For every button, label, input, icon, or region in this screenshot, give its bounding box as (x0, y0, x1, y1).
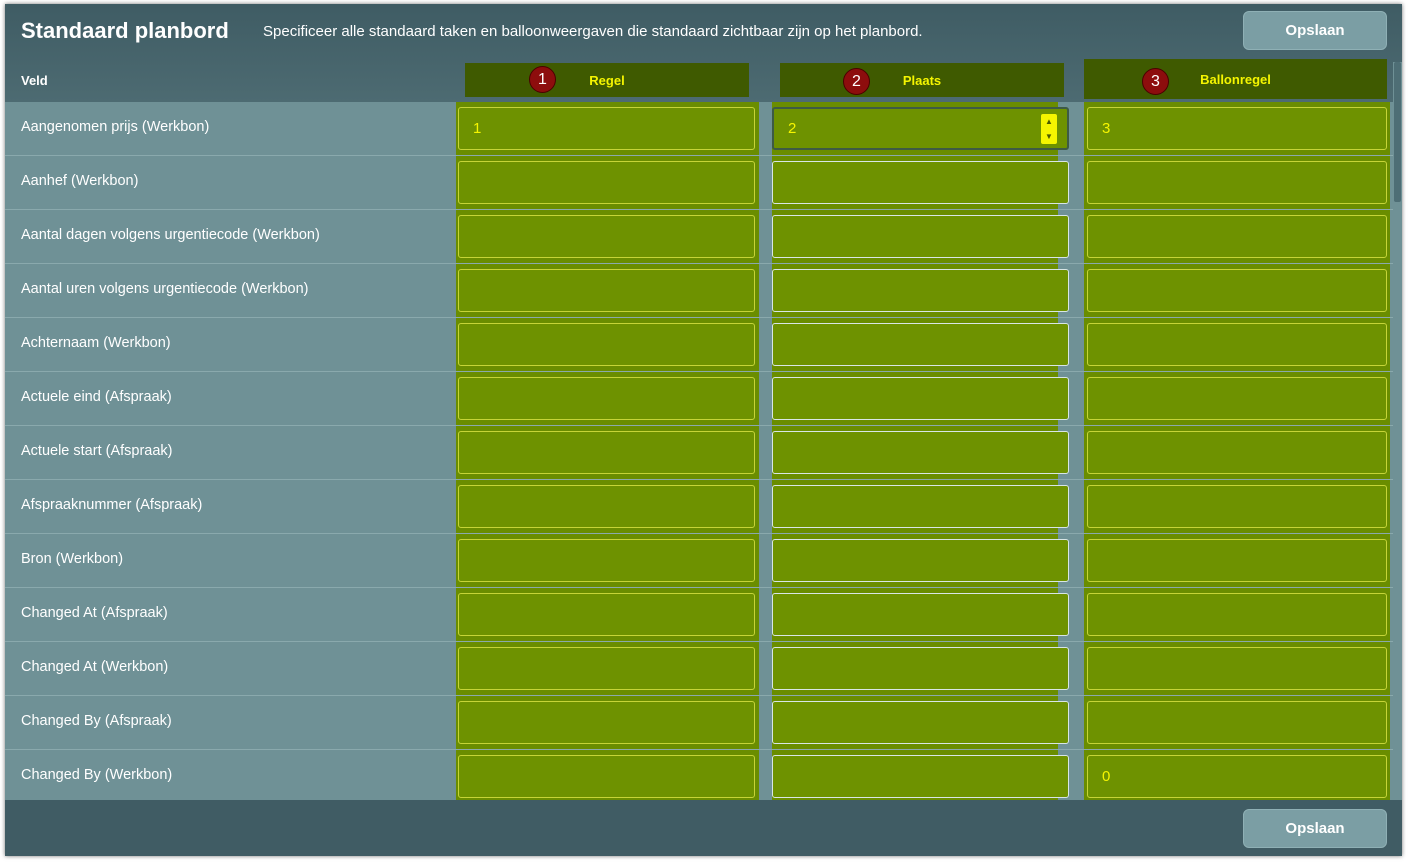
vertical-scrollbar[interactable] (1393, 62, 1402, 800)
up-down-spinner-icon[interactable]: ▲ ▼ (1041, 114, 1057, 144)
table-row: Achternaam (Werkbon) (5, 318, 1393, 372)
field-column-header: Veld (21, 73, 48, 88)
row-label: Aangenomen prijs (Werkbon) (21, 119, 210, 135)
scrollbar-thumb[interactable] (1394, 62, 1401, 202)
ballonregel-input[interactable] (1087, 431, 1387, 474)
plaats-input[interactable] (772, 485, 1069, 528)
regel-input[interactable] (458, 701, 755, 744)
table-row: Changed By (Werkbon) 0 (5, 750, 1393, 800)
row-label: Bron (Werkbon) (21, 551, 124, 567)
field-table: Aangenomen prijs (Werkbon) 1 2 ▲ ▼ 3 Aanh… (5, 102, 1402, 800)
ballonregel-input[interactable] (1087, 269, 1387, 312)
save-button-bottom[interactable]: Opslaan (1243, 809, 1387, 848)
ballonregel-input[interactable] (1087, 377, 1387, 420)
ballonregel-input[interactable] (1087, 539, 1387, 582)
row-label: Achternaam (Werkbon) (21, 335, 171, 351)
plaats-input[interactable] (772, 323, 1069, 366)
regel-input[interactable] (458, 755, 755, 798)
row-label: Aantal dagen volgens urgentiecode (Werkb… (21, 227, 320, 243)
table-row: Afspraaknummer (Afspraak) (5, 480, 1393, 534)
ballonregel-input[interactable] (1087, 323, 1387, 366)
table-row: Bron (Werkbon) (5, 534, 1393, 588)
regel-input[interactable] (458, 215, 755, 258)
table-row: Changed By (Afspraak) (5, 696, 1393, 750)
ballonregel-input[interactable] (1087, 161, 1387, 204)
regel-input[interactable] (458, 431, 755, 474)
regel-input[interactable] (458, 485, 755, 528)
column-header-label: Ballonregel (1200, 71, 1271, 87)
regel-input[interactable] (458, 647, 755, 690)
page-subtitle: Specificeer alle standaard taken en ball… (263, 23, 923, 40)
regel-input[interactable] (458, 539, 755, 582)
table-row: Actuele eind (Afspraak) (5, 372, 1393, 426)
column-header-plaats[interactable]: 2 Plaats (780, 63, 1064, 97)
ballonregel-input[interactable] (1087, 647, 1387, 690)
plaats-input[interactable] (772, 215, 1069, 258)
regel-input[interactable]: 1 (458, 107, 755, 150)
plaats-value: 2 (788, 120, 797, 137)
settings-window: Standaard planbord Specificeer alle stan… (5, 4, 1402, 856)
column-header-label: Plaats (902, 72, 942, 88)
page-title: Standaard planbord (21, 18, 229, 43)
ballonregel-input[interactable] (1087, 485, 1387, 528)
plaats-input[interactable] (772, 161, 1069, 204)
row-label: Changed At (Werkbon) (21, 659, 169, 675)
plaats-input[interactable] (772, 431, 1069, 474)
table-row: Changed At (Afspraak) (5, 588, 1393, 642)
plaats-input[interactable] (772, 269, 1069, 312)
row-label: Changed By (Afspraak) (21, 713, 172, 729)
column-header-regel[interactable]: 1 Regel (465, 63, 749, 97)
plaats-input[interactable] (772, 701, 1069, 744)
table-row: Actuele start (Afspraak) (5, 426, 1393, 480)
column-number-badge: 3 (1142, 68, 1169, 95)
plaats-input[interactable] (772, 755, 1069, 798)
plaats-input[interactable]: 2 ▲ ▼ (772, 107, 1069, 150)
column-header-label: Regel (589, 72, 625, 88)
row-label: Changed At (Afspraak) (21, 605, 168, 621)
ballonregel-input[interactable] (1087, 701, 1387, 744)
row-label: Changed By (Werkbon) (21, 767, 173, 783)
regel-input[interactable] (458, 269, 755, 312)
regel-input[interactable] (458, 377, 755, 420)
row-label: Actuele eind (Afspraak) (21, 389, 172, 405)
table-row: Aantal dagen volgens urgentiecode (Werkb… (5, 210, 1393, 264)
row-label: Aantal uren volgens urgentiecode (Werkbo… (21, 281, 309, 297)
row-label: Afspraaknummer (Afspraak) (21, 497, 203, 513)
table-row: Aantal uren volgens urgentiecode (Werkbo… (5, 264, 1393, 318)
plaats-input[interactable] (772, 647, 1069, 690)
regel-input[interactable] (458, 593, 755, 636)
ballonregel-input[interactable] (1087, 215, 1387, 258)
plaats-input[interactable] (772, 593, 1069, 636)
column-number-badge: 2 (843, 68, 870, 95)
regel-input[interactable] (458, 161, 755, 204)
row-label: Aanhef (Werkbon) (21, 173, 139, 189)
ballonregel-input[interactable] (1087, 593, 1387, 636)
column-header-ballonregel[interactable]: 3 Ballonregel (1084, 59, 1387, 99)
column-number-badge: 1 (529, 66, 556, 93)
plaats-input[interactable] (772, 377, 1069, 420)
save-button-top[interactable]: Opslaan (1243, 11, 1387, 50)
plaats-input[interactable] (772, 539, 1069, 582)
regel-input[interactable] (458, 323, 755, 366)
table-row: Aanhef (Werkbon) (5, 156, 1393, 210)
ballonregel-input[interactable]: 3 (1087, 107, 1387, 150)
footer-bar: Opslaan (5, 800, 1402, 856)
table-row: Aangenomen prijs (Werkbon) 1 2 ▲ ▼ 3 (5, 102, 1393, 156)
row-label: Actuele start (Afspraak) (21, 443, 173, 459)
table-row: Changed At (Werkbon) (5, 642, 1393, 696)
ballonregel-input[interactable]: 0 (1087, 755, 1387, 798)
